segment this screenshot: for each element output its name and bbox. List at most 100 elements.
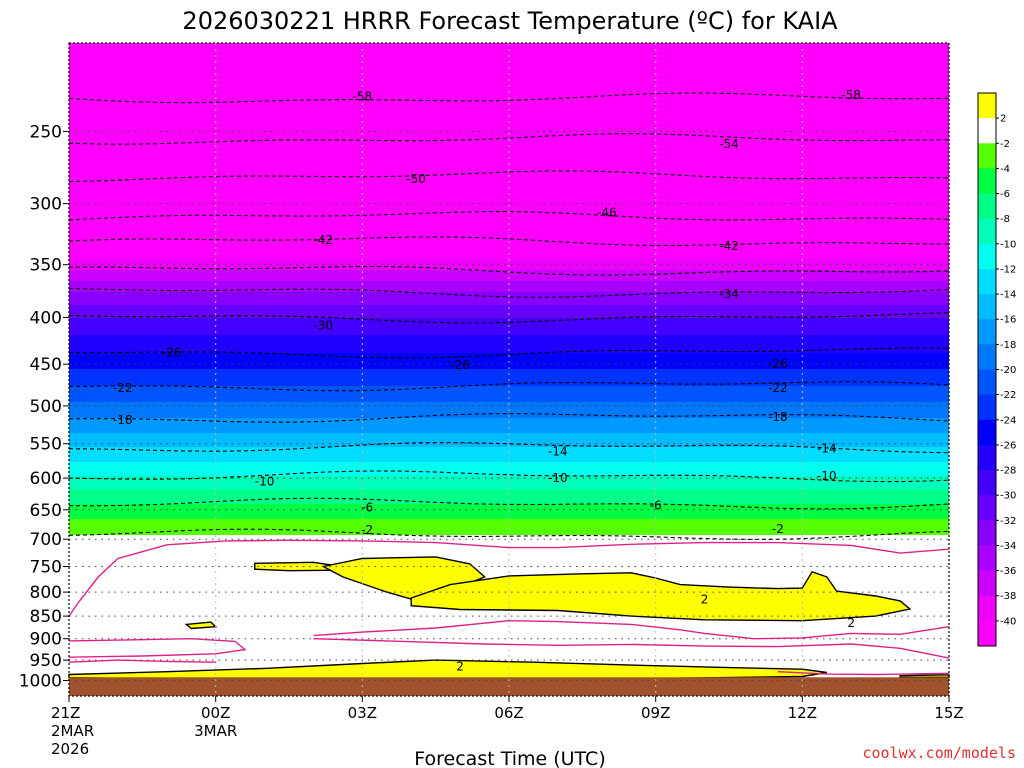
temperature-band [69,159,949,161]
temperature-band [69,126,949,128]
temperature-band [69,131,949,133]
colorbar-swatch [978,444,996,471]
temperature-band [69,453,949,455]
contour-label: -26 [162,346,182,360]
colorbar-swatch [978,319,996,345]
temperature-band [69,420,949,422]
temperature-band [69,298,949,300]
temperature-band [69,335,949,337]
temperature-band [69,262,949,264]
y-tick-label: 350 [30,256,62,276]
temperature-band [69,465,949,467]
temperature-band [69,179,949,181]
contour-label: 2 [456,659,464,673]
temperature-band [69,250,949,252]
temperature-band [69,556,949,558]
temperature-band [69,114,949,116]
temperature-band [69,287,949,289]
colorbar-label: -26 [1000,440,1016,451]
temperature-band [69,405,949,407]
temperature-band [69,117,949,119]
rh-contour-1 [68,539,950,617]
temperature-band [69,545,949,547]
temperature-band [69,197,949,199]
temperature-band [69,447,949,449]
temperature-band [69,364,949,366]
temperature-band [69,502,949,504]
temperature-band [69,646,949,648]
temperature-band [69,507,949,509]
temperature-band [69,323,949,325]
temperature-band [69,555,949,557]
temperature-band [69,647,949,649]
temperature-band [69,249,949,251]
temperature-band [69,89,949,91]
temperature-band [69,659,949,661]
credit-link[interactable]: coolwx.com/models [862,744,1016,762]
temperature-band [69,228,949,230]
temperature-band [69,207,949,209]
temperature-band [69,628,949,630]
x-tick-label: 12Z [788,704,817,722]
temperature-band [69,130,949,132]
temperature-band [69,279,949,281]
temperature-band [69,93,949,95]
rh-contour-6 [777,671,950,676]
temperature-band [69,69,949,71]
contour-label: 2 [701,592,709,606]
contour-label: 2 [847,616,855,630]
temperature-band [69,369,949,371]
temperature-band [69,225,949,227]
temperature-band [69,432,949,434]
temperature-band [69,546,949,548]
temperature-band [69,239,949,241]
temperature-band [69,652,949,654]
x-tick-sublabel: 2MAR [51,722,94,740]
temperature-band [69,472,949,474]
temperature-band [69,348,949,350]
temperature-band [69,639,949,641]
temperature-band [69,460,949,462]
temperature-band [69,543,949,545]
temperature-band [69,257,949,259]
temperature-band [69,423,949,425]
temperature-band [69,520,949,522]
temperature-band [69,573,949,575]
temperature-band [69,645,949,647]
colorbar-label: -28 [1000,466,1016,477]
temperature-band [69,215,949,217]
colorbar-swatch [978,595,996,622]
x-tick-year: 2026 [51,740,89,758]
temperature-band [69,357,949,359]
colorbar-label: -40 [1000,616,1016,627]
temperature-band [69,136,949,138]
temperature-band [69,519,949,521]
colorbar-swatch [978,495,996,521]
temperature-band [69,513,949,515]
y-tick-label: 850 [30,607,62,627]
temperature-band [69,378,949,380]
temperature-band [69,515,949,517]
contour-label: -14 [548,445,568,459]
x-tick-label: 03Z [348,704,377,722]
colorbar-swatch [978,570,996,597]
temperature-band [69,477,949,479]
temperature-band [69,304,949,306]
temperature-band [69,558,949,560]
colorbar-label: 2 [1000,114,1006,125]
temperature-band [69,180,949,182]
temperature-band [69,76,949,78]
temperature-band [69,294,949,296]
temperature-band [69,570,949,572]
y-tick-label: 900 [30,630,62,650]
temperature-band [69,346,949,348]
temperature-band [69,621,949,623]
temperature-band [69,210,949,212]
temperature-band [69,322,949,324]
temperature-band [69,441,949,443]
temperature-band [69,119,949,121]
temperature-band [69,255,949,257]
temperature-band [69,167,949,169]
temperature-band [69,390,949,392]
temperature-band [69,455,949,457]
